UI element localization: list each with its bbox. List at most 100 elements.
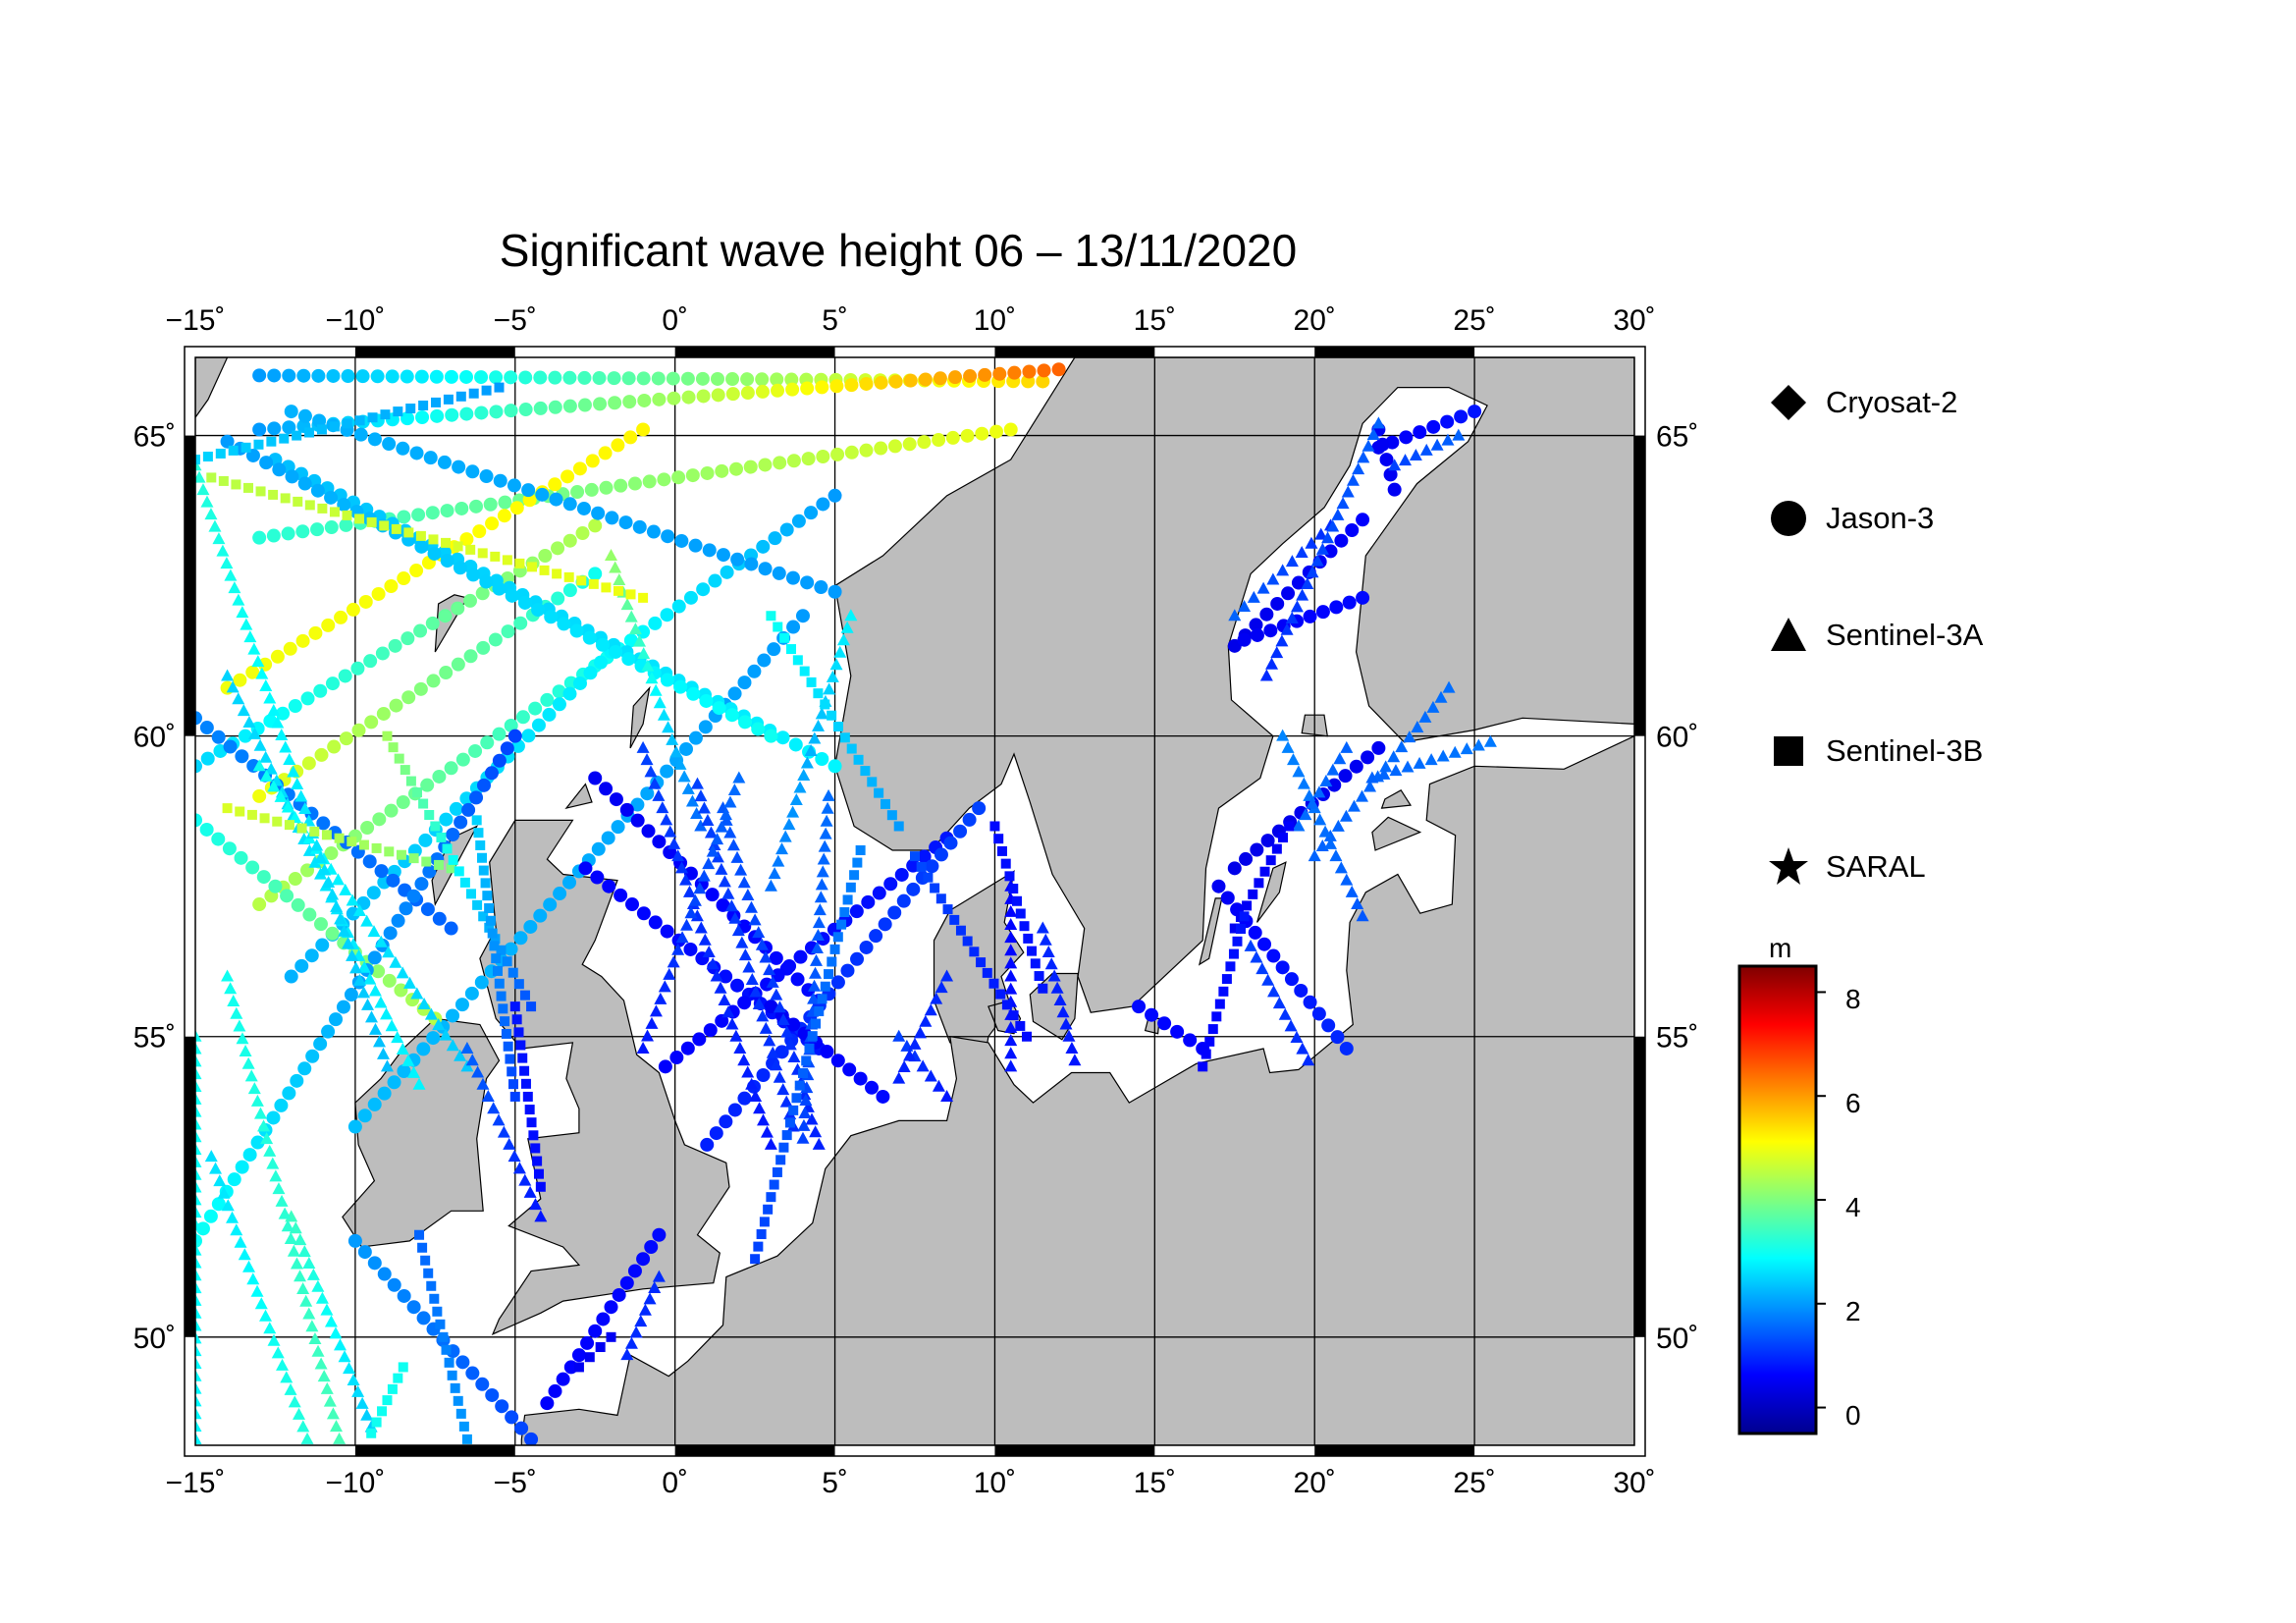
obs-point [583,666,598,680]
obs-point [562,583,577,598]
obs-point [489,941,500,951]
obs-point [226,680,240,693]
obs-point [414,369,429,384]
obs-point [276,706,291,721]
obs-point [791,1093,802,1104]
obs-point [411,508,426,522]
obs-point [435,1319,446,1329]
obs-point [892,1029,906,1042]
obs-point [1270,596,1285,611]
colorbar-tick: 6 [1845,1088,1861,1118]
obs-point [719,1114,733,1129]
obs-point [504,718,518,732]
obs-point [495,1399,509,1414]
obs-point [496,945,507,955]
obs-point [278,1207,292,1219]
obs-point [1062,1029,1076,1042]
obs-point [1313,813,1327,826]
obs-point [313,683,328,698]
obs-point [449,801,463,816]
obs-point [465,544,476,555]
obs-point [823,682,836,695]
obs-point [228,445,239,456]
obs-point [232,692,245,705]
obs-point [756,1009,770,1022]
obs-point [804,743,818,756]
obs-point [780,1025,794,1038]
obs-point [1250,842,1264,857]
obs-point [274,1098,289,1112]
obs-point [731,924,745,937]
obs-point [1471,738,1485,751]
obs-point [859,376,874,391]
obs-point [253,1107,267,1119]
obs-point [439,1028,453,1041]
obs-point [480,878,491,889]
obs-point [444,921,458,936]
obs-point [426,1031,441,1046]
obs-point [1004,918,1018,931]
obs-point [520,1078,531,1089]
obs-point [636,740,650,753]
obs-point [248,727,262,739]
obs-point [425,506,440,520]
obs-point [382,946,396,958]
obs-point [1050,981,1064,994]
obs-point [755,384,770,399]
obs-point [1239,911,1250,922]
obs-point [502,956,512,967]
obs-point [807,1031,818,1042]
obs-point [1340,740,1354,753]
obs-point [215,448,226,459]
obs-point [842,1062,857,1077]
obs-point [619,1275,634,1290]
obs-point [247,1082,261,1095]
obs-point [416,1042,431,1056]
frame-tick-band [994,1445,1155,1456]
obs-point [844,378,859,393]
obs-point [646,524,661,539]
obs-point [474,406,489,420]
obs-point [830,447,845,461]
obs-point [446,1008,460,1023]
obs-point [633,634,647,647]
obs-point [513,979,524,990]
obs-point [724,708,739,723]
obs-point [491,953,502,964]
obs-point [995,989,1006,1000]
obs-point [317,503,328,514]
obs-point [329,1012,344,1027]
obs-point [533,908,548,923]
obs-point [400,411,414,426]
obs-point [852,857,863,868]
obs-point [1329,600,1344,615]
obs-point [304,500,315,511]
obs-point [853,754,864,765]
obs-point [519,1065,530,1076]
obs-point [1295,545,1308,558]
legend-label: Sentinel-3B [1826,733,1984,768]
obs-point [1053,994,1067,1006]
obs-point [752,997,766,1009]
obs-point [788,737,803,752]
obs-point [409,446,424,460]
lat-tick-label: 55˚ [133,1022,176,1055]
obs-point [391,1031,404,1044]
obs-point [242,1148,257,1163]
obs-point [413,623,428,638]
obs-point [962,936,973,947]
obs-point [384,803,399,818]
colorbar-tick: 4 [1845,1192,1861,1222]
obs-point [949,914,960,925]
obs-point [284,1382,297,1395]
obs-point [1221,974,1232,985]
obs-point [346,948,359,961]
obs-point [493,473,507,488]
obs-point [431,397,442,407]
obs-point [396,849,406,860]
obs-point [588,1324,603,1338]
obs-point [861,894,876,909]
obs-point [1442,680,1456,693]
obs-point [1290,600,1304,613]
